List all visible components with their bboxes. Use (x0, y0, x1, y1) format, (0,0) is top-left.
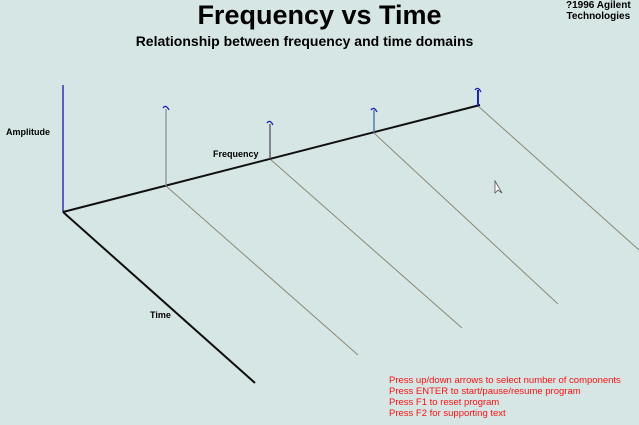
help-line: Press ENTER to start/pause/resume progra… (389, 386, 581, 397)
help-line: Press F1 to reset program (389, 397, 500, 408)
help-text: Press up/down arrows to select number of… (389, 375, 621, 419)
copyright-line-2: Technologies (566, 11, 631, 22)
spike-tip (162, 105, 170, 111)
mouse-cursor-icon (494, 179, 503, 194)
amplitude-label: Amplitude (6, 127, 50, 137)
help-line: Press up/down arrows to select number of… (389, 375, 621, 386)
time-line (269, 158, 463, 329)
copyright-line-1: ?1996 Agilent (566, 0, 631, 11)
page-title: Frequency vs Time (197, 0, 442, 30)
spike-tip (474, 87, 482, 93)
time-label: Time (150, 310, 171, 320)
frequency-label: Frequency (213, 149, 259, 159)
time-line (477, 105, 639, 251)
time-line (373, 132, 559, 305)
frequency-axis (62, 104, 481, 213)
time-lines (165, 105, 639, 356)
copyright: ?1996 Agilent Technologies (566, 0, 631, 22)
time-axis (62, 211, 256, 384)
help-line: Press F2 for supporting text (389, 408, 506, 419)
spike-tip (370, 107, 378, 113)
page-subtitle: Relationship between frequency and time … (135, 33, 474, 49)
time-line (165, 185, 359, 356)
spike-tip (266, 120, 274, 126)
